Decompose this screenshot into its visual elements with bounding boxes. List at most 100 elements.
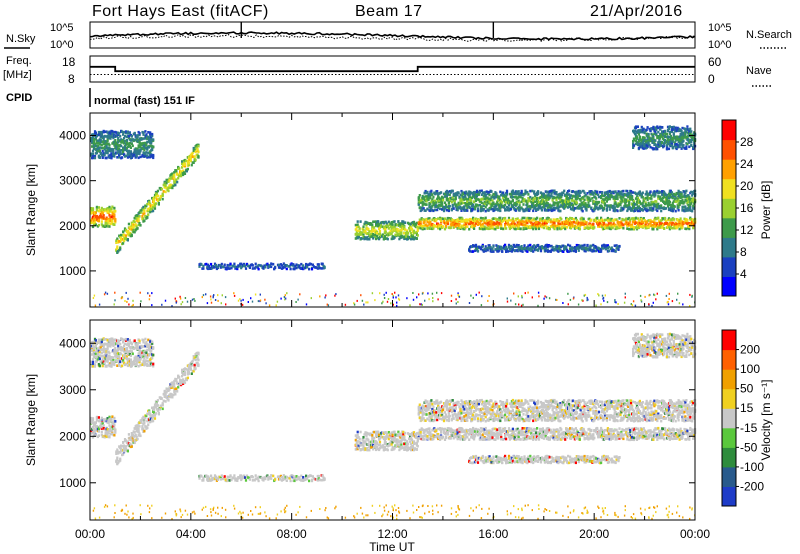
power-cell — [500, 225, 503, 228]
power-cell — [130, 228, 133, 231]
power-cell — [683, 200, 686, 204]
power-cell — [654, 139, 657, 142]
power-cell — [378, 223, 381, 226]
freq-tick-low: 8 — [68, 72, 75, 86]
power-cell — [156, 189, 159, 193]
power-cell — [518, 209, 521, 212]
power-cell — [546, 190, 549, 194]
power-cell — [149, 134, 152, 137]
power-cell — [122, 230, 125, 234]
power-cell — [443, 227, 447, 231]
power-cell — [549, 218, 552, 221]
nave-tick-high: 60 — [708, 55, 722, 69]
power-cell — [556, 195, 559, 199]
freq-panel-frame — [89, 55, 696, 83]
power-cell — [409, 229, 412, 233]
power-cell — [677, 199, 680, 202]
power-cell — [657, 195, 660, 198]
power-cell — [491, 204, 494, 207]
power-cell — [665, 199, 669, 202]
power-cell — [628, 204, 631, 207]
power-cell — [384, 220, 387, 224]
power-cell — [638, 200, 641, 203]
power-cell — [667, 199, 671, 202]
power-cell — [551, 220, 554, 223]
power-cell — [562, 244, 565, 248]
power-cell — [368, 237, 371, 241]
power-cell — [181, 161, 184, 164]
power-cell — [264, 265, 267, 269]
power-cell — [546, 225, 549, 229]
power-cell — [658, 219, 661, 222]
power-cell — [244, 267, 248, 270]
power-cell — [112, 136, 115, 140]
power-cell — [667, 217, 671, 220]
power-cell — [608, 189, 611, 193]
power-cell — [110, 147, 113, 151]
power-cell — [482, 250, 485, 253]
power-cell — [517, 190, 520, 193]
power-cell — [532, 250, 535, 253]
power-cell — [425, 203, 428, 206]
power-cell — [658, 191, 661, 194]
power-cell — [405, 235, 408, 238]
power-cell — [653, 132, 656, 135]
power-cell — [289, 267, 292, 271]
power-cell — [251, 264, 254, 267]
power-cell — [509, 219, 512, 222]
power-cell — [687, 194, 690, 197]
power-cell — [641, 142, 644, 145]
power-cell — [105, 209, 108, 213]
power-cell — [365, 224, 368, 227]
power-cell — [133, 131, 136, 135]
power-cell — [123, 146, 127, 149]
power-cell — [568, 189, 571, 193]
power-cell — [272, 262, 275, 266]
power-cell — [628, 216, 631, 220]
nave-label: Nave — [746, 65, 772, 77]
power-cell — [180, 170, 183, 173]
power-cell — [109, 215, 112, 219]
power-cell — [147, 135, 150, 139]
power-cell — [98, 146, 101, 149]
power-cell — [530, 221, 533, 225]
power-cell — [323, 266, 326, 270]
power-cell — [647, 142, 650, 146]
power-cell — [521, 207, 524, 211]
power-cell — [165, 181, 168, 185]
power-cell — [602, 243, 606, 247]
power-cell — [371, 235, 374, 238]
power-cell — [488, 222, 491, 226]
power-cell — [632, 200, 636, 203]
power-cell — [499, 209, 502, 213]
power-cell — [497, 223, 500, 227]
power-cell — [223, 263, 226, 267]
power-cell — [657, 202, 660, 206]
power-cell — [601, 225, 604, 229]
power-cell — [681, 198, 684, 202]
power-cell — [490, 220, 493, 223]
power-cell — [99, 151, 102, 155]
power-cell — [129, 146, 132, 149]
power-cell — [502, 227, 505, 231]
power-cell — [473, 225, 476, 229]
power-cell — [116, 151, 119, 155]
power-cell — [115, 148, 118, 151]
power-cell — [476, 250, 480, 253]
power-cell — [681, 223, 684, 227]
power-cell — [636, 125, 639, 128]
power-cell — [595, 218, 598, 222]
power-cell — [487, 224, 490, 228]
power-cell — [283, 266, 286, 269]
power-cell — [481, 245, 484, 248]
power-cell — [504, 225, 507, 228]
power-cell — [417, 225, 420, 228]
power-cell — [285, 264, 288, 267]
power-cell — [527, 246, 530, 249]
power-cell — [526, 221, 529, 225]
power-cell — [612, 195, 615, 199]
power-cell — [92, 223, 96, 227]
power-cell — [513, 222, 516, 226]
n-search-trace — [90, 34, 696, 42]
power-cell — [124, 228, 128, 232]
